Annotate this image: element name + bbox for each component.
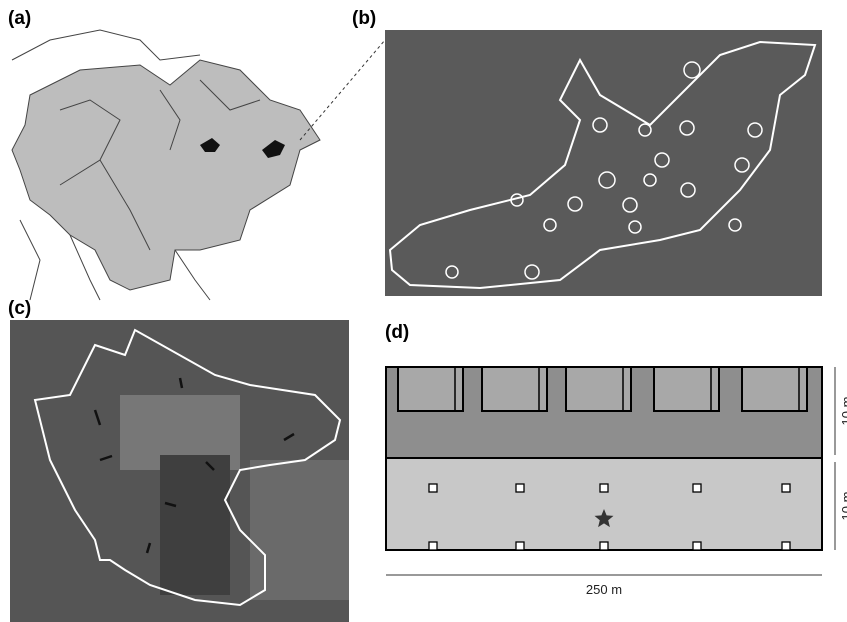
transects: [93, 377, 295, 554]
plot-diagram: (d) 250 m 10 m 10 m: [385, 322, 847, 597]
image-patch: [160, 455, 230, 595]
lower-strip: [385, 457, 823, 551]
panel-label: (a): [8, 8, 31, 29]
panel-label: (d): [385, 322, 409, 343]
center-star: [594, 509, 614, 528]
panel-label: (b): [352, 8, 376, 29]
subplots: [397, 366, 808, 412]
study-area: [200, 138, 220, 152]
amazon-region: [11, 59, 321, 291]
subplot-edges: [454, 367, 800, 411]
image-patch: [250, 460, 349, 600]
sample-points: [428, 483, 791, 551]
height-label: 10 m: [839, 397, 847, 426]
landscape-boundary: [33, 328, 342, 607]
satellite-panel: (c): [8, 298, 349, 622]
satellite-panel: (b): [352, 8, 822, 296]
panel-label: (c): [8, 298, 31, 319]
landscape-boundary: [388, 40, 817, 290]
satellite-image: [385, 30, 822, 296]
borders: [11, 29, 261, 301]
width-label: 250 m: [586, 582, 622, 597]
connector: [299, 39, 386, 141]
map-panel: (a): [8, 8, 386, 302]
site-outlines: [445, 61, 763, 280]
height-label: 10 m: [839, 492, 847, 521]
study-area: [262, 140, 285, 158]
